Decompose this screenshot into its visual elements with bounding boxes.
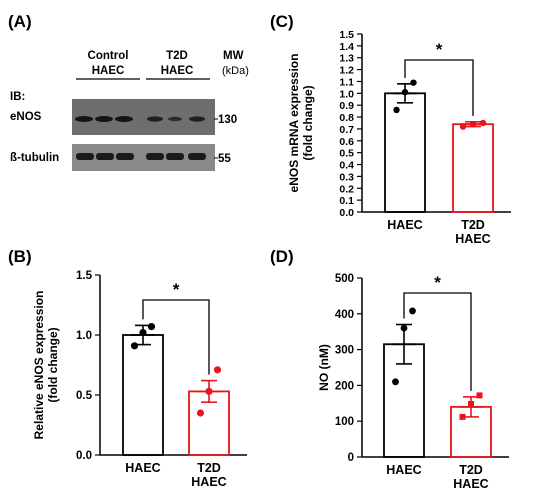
x-tick-label: T2D	[461, 218, 485, 232]
y-tick-label: 1.0	[339, 88, 354, 100]
y-tick-label: 0.5	[339, 148, 354, 160]
significance-star: *	[173, 280, 180, 299]
y-axis-label: eNOS mRNA expression	[287, 54, 301, 193]
significance-star: *	[434, 273, 441, 292]
y-tick-label: 1.5	[339, 29, 354, 41]
data-point	[393, 106, 400, 114]
y-tick-label: 0.7	[339, 124, 354, 136]
tubulin-row-label: ß-tubulin	[10, 152, 59, 164]
y-tick-label: 0.3	[339, 171, 354, 183]
y-tick-label: 0.8	[339, 112, 354, 124]
panel-a-letter: (A)	[8, 12, 32, 31]
chart-c: 0.00.10.20.30.40.50.60.70.80.91.01.11.21…	[287, 29, 511, 246]
significance-bracket	[404, 59, 474, 116]
data-point	[410, 79, 417, 86]
data-point	[459, 413, 466, 420]
x-tick-label: HAEC	[453, 477, 488, 491]
y-tick-label: 200	[335, 380, 354, 392]
y-tick-label: 0.6	[339, 136, 354, 148]
chart-b: 0.0 0.5 1.0 1.5 Relative eNOS expression (fol…	[32, 270, 247, 489]
panel-b-letter: (B)	[8, 247, 32, 266]
western-blot-panel: Control HAEC T2D HAEC MW (kDa) IB: eNOS …	[10, 50, 249, 171]
control-group-label-line1: Control	[88, 50, 129, 62]
y-tick-label: 400	[335, 309, 354, 321]
tubulin-mw-marker: 55	[218, 153, 231, 165]
enos-mw-marker: 130	[218, 114, 237, 126]
data-point	[205, 387, 213, 395]
x-tick-label: HAEC	[386, 463, 421, 477]
data-point	[196, 409, 205, 417]
significance-bracket	[142, 299, 210, 375]
significance-star: *	[436, 40, 443, 59]
y-tick-label: 1.1	[339, 76, 354, 88]
data-point	[409, 307, 416, 315]
mw-unit: (kDa)	[222, 65, 249, 77]
x-tick-label: HAEC	[191, 475, 226, 489]
x-tick-label: HAEC	[455, 232, 490, 246]
panel-c-letter: (C)	[270, 12, 294, 31]
bar	[452, 123, 494, 213]
data-point	[459, 123, 467, 130]
data-point	[479, 119, 487, 127]
enos-bands	[75, 116, 205, 122]
y-tick-label: 0.0	[339, 207, 354, 219]
t2d-group-label-line2: HAEC	[161, 65, 194, 77]
data-point	[139, 329, 147, 337]
y-tick-label: 0.5	[76, 390, 93, 402]
significance-bracket	[403, 292, 472, 391]
y-axis-label: (fold change)	[301, 85, 315, 160]
y-tick-label: 100	[335, 416, 354, 428]
y-axis-label: Relative eNOS expression	[32, 291, 46, 440]
y-tick-label: 1.2	[339, 65, 354, 77]
data-point	[469, 120, 477, 128]
control-group-label-line2: HAEC	[92, 65, 125, 77]
enos-blot-strip	[72, 99, 215, 135]
data-point	[147, 323, 156, 331]
bar	[122, 334, 164, 456]
data-point	[400, 324, 408, 332]
data-point	[401, 88, 409, 96]
panel-d-letter: (D)	[270, 247, 294, 266]
x-tick-label: HAEC	[387, 218, 422, 232]
data-point	[468, 401, 474, 408]
bar	[384, 92, 426, 213]
y-tick-label: 0.0	[76, 450, 92, 462]
y-tick-label: 1.0	[76, 330, 92, 342]
y-axis-label: (fold change)	[46, 327, 60, 402]
enos-row-label: eNOS	[10, 111, 42, 123]
y-tick-label: 0.4	[339, 160, 354, 172]
ib-label: IB:	[10, 91, 25, 103]
y-tick-label: 1.3	[339, 53, 354, 65]
y-tick-label: 1.5	[76, 270, 93, 282]
x-tick-label: HAEC	[125, 461, 160, 475]
y-tick-label: 0	[348, 452, 354, 464]
x-tick-label: T2D	[197, 461, 221, 475]
y-tick-label: 0.1	[339, 195, 354, 207]
data-point	[130, 342, 139, 350]
y-tick-label: 500	[335, 273, 354, 285]
mw-header: MW	[223, 50, 244, 62]
data-point	[213, 366, 222, 374]
y-tick-label: 0.9	[339, 100, 354, 112]
t2d-group-label-line1: T2D	[166, 50, 188, 62]
y-axis-label: NO (nM)	[317, 344, 331, 391]
tubulin-bands	[76, 153, 206, 160]
x-tick-label: T2D	[459, 463, 483, 477]
y-tick-label: 0.2	[339, 183, 354, 195]
data-point	[476, 392, 483, 399]
y-tick-label: 300	[335, 345, 354, 357]
y-tick-label: 1.4	[339, 41, 354, 53]
data-point	[392, 378, 399, 386]
